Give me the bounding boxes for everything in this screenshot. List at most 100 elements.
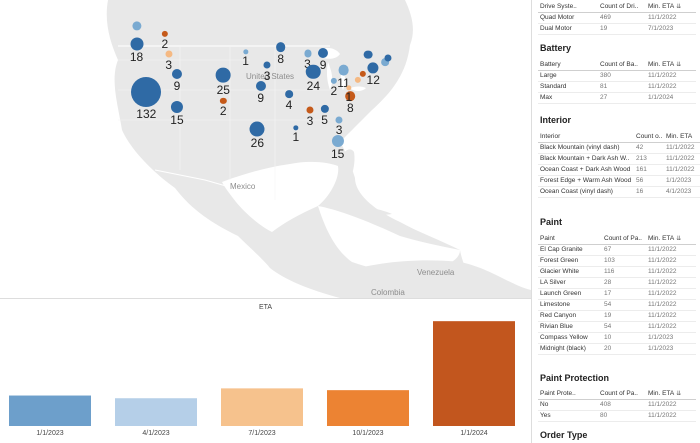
bar[interactable] [9, 395, 91, 426]
map-bubble-label: 2 [219, 103, 227, 118]
bar[interactable] [327, 390, 409, 426]
cell: 54 [602, 299, 646, 311]
map-view[interactable]: United States Mexico Venezuela Colombia … [0, 0, 531, 298]
map-bubble[interactable] [220, 97, 227, 104]
map-bubble[interactable] [285, 90, 293, 98]
column-header[interactable]: Battery [538, 60, 598, 71]
map-bubble[interactable] [381, 58, 390, 66]
map-bubble[interactable] [170, 101, 184, 114]
map-bubble[interactable] [306, 106, 314, 114]
section-title: Interior [540, 115, 572, 125]
column-header[interactable]: Min. ETA ⇊ [646, 234, 696, 245]
cell: 380 [598, 70, 646, 82]
table-row[interactable]: LA Silver 28 11/1/2022 [538, 277, 696, 289]
sort-descending-icon[interactable]: ⇊ [676, 4, 682, 10]
column-header[interactable]: Interior [538, 132, 634, 143]
table-row[interactable]: Launch Green 17 11/1/2022 [538, 288, 696, 300]
table-row[interactable]: Black Mountain (vinyl dash) 42 11/1/2022 [538, 142, 700, 154]
map-bubble[interactable] [131, 77, 162, 108]
bar[interactable] [115, 398, 197, 426]
map-bubble[interactable] [255, 80, 266, 91]
map-bubble[interactable] [364, 50, 373, 59]
table-row[interactable]: Standard 81 11/1/2022 [538, 81, 696, 93]
map-bubble[interactable] [275, 42, 286, 52]
table-row[interactable]: Glacier White 116 11/1/2022 [538, 266, 696, 278]
map-label-mexico: Mexico [230, 182, 256, 191]
cell: Launch Green [538, 288, 602, 300]
map-bubble[interactable] [346, 84, 352, 91]
map-bubble[interactable] [171, 68, 183, 79]
column-header[interactable]: Count of Pa.. [598, 389, 646, 400]
map-bubble[interactable] [320, 104, 329, 113]
map-bubble[interactable] [306, 64, 321, 80]
table-row[interactable]: El Cap Granite 67 11/1/2022 [538, 244, 696, 256]
cell: 469 [598, 12, 646, 24]
filter-panel[interactable]: Drive Syste.. Count of Dri.. Min. ETA ⇊ Q… [531, 0, 700, 443]
sort-descending-icon[interactable]: ⇊ [676, 391, 682, 397]
cell: El Cap Granite [538, 244, 602, 256]
table-row[interactable]: Red Canyon 19 11/1/2022 [538, 310, 696, 322]
table-row[interactable]: Ocean Coast + Dark Ash Wood 161 11/1/2022 [538, 164, 700, 176]
map-bubble-label: 9 [257, 90, 265, 105]
column-header[interactable]: Count of Ba.. [598, 60, 646, 71]
cell: 161 [634, 164, 664, 176]
column-header[interactable]: Min. ETA ⇊ [646, 389, 696, 400]
map-bubble[interactable] [293, 125, 299, 131]
bar[interactable] [221, 388, 303, 426]
cell: LA Silver [538, 277, 602, 289]
map-bubble[interactable] [331, 134, 344, 147]
table-row[interactable]: No 408 11/1/2022 [538, 399, 696, 411]
table-row[interactable]: Rivian Blue 54 11/1/2022 [538, 321, 696, 333]
table-row[interactable]: Forest Green 103 11/1/2022 [538, 255, 696, 267]
map-bubble[interactable] [338, 64, 349, 76]
cell: 11/1/2022 [646, 399, 696, 411]
column-header[interactable]: Count of Pa.. [602, 234, 646, 245]
cell: 28 [602, 277, 646, 289]
column-header[interactable]: Min. ETA [664, 132, 700, 143]
map-bubble[interactable] [354, 76, 362, 84]
x-tick-label: 1/1/2023 [36, 430, 63, 437]
column-header[interactable]: Min. ETA ⇊ [646, 2, 696, 13]
map-bubble[interactable] [165, 50, 173, 58]
table-row[interactable]: Black Mountain + Dark Ash W.. 213 11/1/202… [538, 153, 700, 165]
sort-descending-icon[interactable]: ⇊ [676, 62, 682, 68]
sort-descending-icon[interactable]: ⇊ [676, 236, 682, 242]
map-bubble[interactable] [359, 70, 367, 78]
cell: 1/1/2023 [664, 175, 700, 187]
table-row[interactable]: Max 27 1/1/2024 [538, 92, 696, 104]
column-header[interactable]: Paint [538, 234, 602, 245]
table-row[interactable]: Quad Motor 469 11/1/2022 [538, 12, 696, 24]
map-bubble[interactable] [384, 54, 392, 62]
map-bubble[interactable] [215, 67, 231, 83]
map-bubble[interactable] [263, 61, 271, 69]
table-row[interactable]: Limestone 54 11/1/2022 [538, 299, 696, 311]
map-bubble[interactable] [131, 21, 142, 31]
eta-bar-chart[interactable]: ETA 1/1/2023 4/1/2023 7/1/2023 10/1/2023 1/1… [0, 298, 531, 443]
bar[interactable] [433, 321, 515, 426]
table-row[interactable]: Ocean Coast (vinyl dash) 16 4/1/2023 [538, 186, 700, 198]
map-bubble[interactable] [345, 91, 356, 102]
map-bubble[interactable] [335, 116, 343, 124]
table-row[interactable]: Forest Edge + Warm Ash Wood 56 1/1/2023 [538, 175, 700, 187]
map-bubble[interactable] [303, 49, 312, 57]
map-bubble[interactable] [367, 61, 379, 74]
table-row[interactable]: Large 380 11/1/2022 [538, 70, 696, 82]
cell: 11/1/2022 [646, 277, 696, 289]
column-header[interactable]: Paint Prote.. [538, 389, 598, 400]
map-bubble[interactable] [242, 49, 249, 55]
map-bubble[interactable] [318, 47, 329, 58]
table-row[interactable]: Dual Motor 19 7/1/2023 [538, 23, 696, 35]
table-row[interactable]: Compass Yellow 10 1/1/2023 [538, 332, 696, 344]
table-row[interactable]: Midnight (black) 20 1/1/2023 [538, 343, 696, 355]
column-header[interactable]: Drive Syste.. [538, 2, 598, 13]
table-row[interactable]: Yes 80 11/1/2022 [538, 410, 696, 422]
column-header[interactable]: Count o.. [634, 132, 664, 143]
map-bubble[interactable] [130, 37, 144, 51]
column-header[interactable]: Count of Dri.. [598, 2, 646, 13]
map-bubble[interactable] [330, 77, 337, 85]
map-bubble[interactable] [249, 121, 265, 137]
column-header[interactable]: Min. ETA ⇊ [646, 60, 696, 71]
cell: 56 [634, 175, 664, 187]
map-bubble[interactable] [161, 30, 168, 38]
cell: Forest Edge + Warm Ash Wood [538, 175, 634, 187]
